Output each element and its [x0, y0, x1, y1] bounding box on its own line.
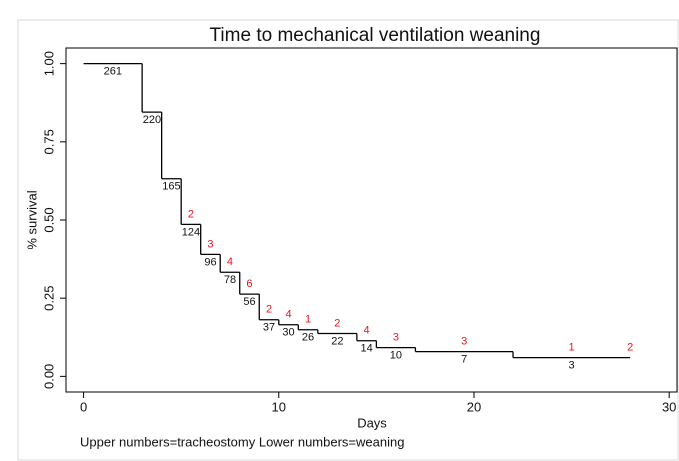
y-tick-label: 0.75 — [41, 129, 56, 154]
y-tick-label: 0.50 — [41, 207, 56, 232]
note: Upper numbers=tracheostomy Lower numbers… — [80, 434, 404, 449]
lower-number: 30 — [282, 327, 294, 339]
upper-number: 1 — [569, 342, 575, 354]
chart-background — [17, 19, 679, 461]
lower-number: 261 — [104, 66, 122, 78]
lower-number: 165 — [162, 181, 180, 193]
lower-number: 78 — [224, 274, 236, 286]
upper-number: 3 — [393, 331, 399, 343]
upper-number: 2 — [334, 317, 340, 329]
upper-number: 4 — [364, 325, 370, 337]
lower-number: 3 — [569, 360, 575, 372]
x-tick-label: 10 — [272, 399, 286, 414]
upper-number: 3 — [461, 336, 467, 348]
y-axis-label: % survival — [24, 190, 39, 249]
x-axis-label: Days — [357, 415, 387, 430]
lower-number: 96 — [204, 256, 216, 268]
lower-number: 220 — [143, 114, 161, 126]
lower-number: 22 — [331, 335, 343, 347]
upper-number: 2 — [188, 208, 194, 220]
upper-number: 2 — [266, 304, 272, 316]
lower-number: 124 — [182, 226, 200, 238]
upper-number: 1 — [305, 314, 311, 326]
lower-number: 14 — [360, 343, 372, 355]
x-tick-label: 30 — [662, 399, 676, 414]
chart-title: Time to mechanical ventilation weaning — [210, 25, 541, 46]
upper-number: 4 — [285, 309, 291, 321]
upper-number: 2 — [627, 342, 633, 354]
x-tick-label: 20 — [467, 399, 481, 414]
y-tick-label: 0.00 — [41, 364, 56, 389]
lower-number: 37 — [263, 322, 275, 334]
lower-number: 10 — [390, 349, 402, 361]
upper-number: 3 — [207, 238, 213, 250]
y-tick-label: 1.00 — [41, 51, 56, 76]
upper-number: 6 — [246, 278, 252, 290]
lower-number: 7 — [461, 354, 467, 366]
lower-number: 26 — [302, 332, 314, 344]
y-tick-label: 0.25 — [41, 286, 56, 311]
x-tick-label: 0 — [80, 399, 87, 414]
lower-number: 56 — [243, 296, 255, 308]
upper-number: 4 — [227, 256, 233, 268]
